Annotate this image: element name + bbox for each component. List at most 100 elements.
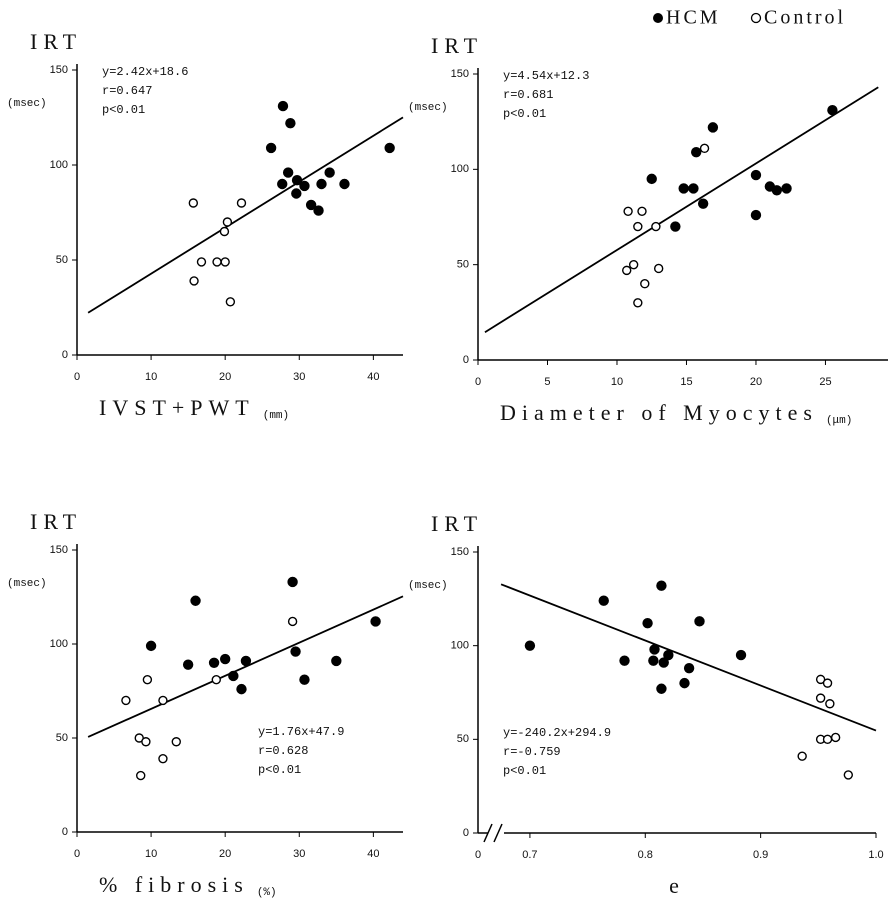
data-point: [642, 617, 653, 629]
data-point: [208, 657, 220, 668]
data-point: [277, 178, 288, 190]
data-point: [219, 653, 231, 665]
data-point: [182, 659, 194, 670]
data-point: [282, 167, 294, 178]
data-point: [121, 695, 131, 706]
data-point: [707, 122, 719, 133]
y-axis-unit: (msec): [7, 578, 47, 590]
data-point: [291, 188, 302, 199]
x-origin-label: 0: [475, 849, 481, 861]
data-point: [663, 649, 674, 661]
regression-line: [87, 116, 404, 314]
regression-line: [87, 595, 404, 738]
x-tick-label: 0: [475, 376, 481, 388]
data-point: [299, 180, 310, 192]
x-axis-unit: (%): [257, 887, 277, 898]
x-tick-label: 30: [293, 371, 305, 383]
data-point: [212, 257, 222, 267]
data-point: [699, 143, 710, 154]
data-point: [656, 683, 667, 694]
data-point: [622, 265, 632, 276]
data-point: [637, 206, 647, 216]
axis-break: [483, 823, 493, 843]
data-point: [228, 670, 239, 682]
x-tick-label: 10: [145, 371, 157, 383]
legend-marker-open: [750, 12, 762, 24]
annotation: r=0.647: [102, 84, 152, 98]
data-point: [619, 655, 630, 666]
x-tick-label: 30: [293, 848, 305, 860]
data-point: [290, 646, 301, 657]
data-point: [830, 732, 841, 743]
data-point: [750, 169, 762, 181]
y-tick-label: 100: [451, 163, 469, 175]
x-tick-label: 0: [74, 371, 80, 383]
data-point: [646, 173, 657, 185]
x-tick-label: 0: [74, 848, 80, 860]
data-point: [781, 183, 792, 194]
data-point: [651, 221, 661, 232]
data-point: [158, 695, 168, 706]
x-tick-label: 0.9: [753, 849, 768, 861]
x-axis-label: % fibrosis: [99, 872, 249, 897]
data-point: [822, 734, 833, 745]
x-tick-label: 25: [819, 376, 831, 388]
data-point: [815, 693, 826, 703]
data-point: [225, 297, 236, 307]
y-tick-label: 0: [463, 827, 469, 839]
annotation: r=-0.759: [503, 745, 561, 759]
data-point: [141, 737, 151, 747]
x-axis-unit: (mm): [263, 410, 289, 422]
data-point: [211, 675, 221, 685]
annotation: y=-240.2x+294.9: [503, 726, 611, 740]
data-point: [670, 221, 681, 232]
x-tick-label: 0.8: [638, 849, 653, 861]
data-point: [683, 662, 695, 674]
data-point: [679, 677, 690, 689]
annotation: y=1.76x+47.9: [258, 725, 344, 739]
y-tick-label: 50: [56, 732, 68, 744]
data-point: [190, 595, 201, 606]
y-tick-label: 150: [451, 546, 469, 558]
x-axis-label: e: [669, 873, 685, 898]
data-point: [384, 142, 395, 154]
data-point: [633, 221, 643, 232]
data-point: [236, 683, 247, 695]
y-axis-label: IRT: [431, 511, 483, 536]
annotation: p<0.01: [258, 763, 301, 777]
y-tick-label: 0: [463, 354, 469, 366]
y-tick-label: 0: [62, 826, 68, 838]
y-tick-label: 100: [50, 159, 68, 171]
data-point: [285, 117, 296, 129]
regression-line: [500, 583, 877, 732]
data-point: [188, 198, 199, 208]
data-point: [136, 770, 146, 781]
data-point: [236, 198, 247, 208]
annotation: y=4.54x+12.3: [503, 69, 589, 83]
x-tick-label: 20: [219, 371, 231, 383]
annotation: r=0.628: [258, 744, 308, 758]
data-point: [797, 751, 807, 761]
data-point: [653, 263, 664, 274]
data-point: [656, 580, 667, 591]
data-point: [815, 674, 826, 685]
data-point: [219, 226, 230, 237]
y-axis-unit: (msec): [408, 102, 448, 114]
legend: HCM Control: [653, 7, 843, 29]
annotation: y=2.42x+18.6: [102, 65, 188, 79]
x-axis-unit: (μm): [826, 415, 852, 427]
data-point: [658, 657, 669, 668]
data-point: [142, 675, 153, 685]
data-point: [694, 616, 705, 627]
annotation: r=0.681: [503, 88, 553, 102]
data-point: [827, 105, 838, 116]
y-tick-label: 50: [457, 259, 469, 271]
data-point: [370, 616, 381, 627]
x-tick-label: 20: [750, 376, 762, 388]
y-tick-label: 50: [457, 733, 469, 745]
data-point: [628, 259, 639, 270]
data-point: [649, 644, 660, 655]
data-point: [598, 595, 609, 606]
y-axis-label: IRT: [30, 29, 82, 54]
data-point: [678, 183, 689, 194]
